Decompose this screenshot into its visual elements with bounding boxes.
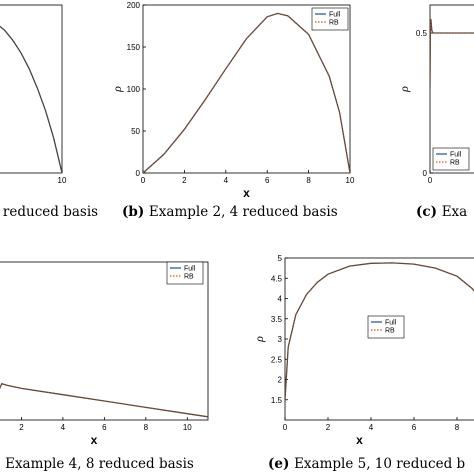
y-tick-label-b-2: 100 bbox=[127, 85, 141, 94]
x-tick-label-e-4: 8 bbox=[455, 423, 460, 432]
legend-label-d-0: Full bbox=[184, 266, 196, 273]
y-tick-label-b-3: 150 bbox=[127, 43, 141, 52]
x-tick-label-b-5: 10 bbox=[346, 176, 355, 185]
x-tick-label-d-2: 6 bbox=[102, 423, 107, 432]
series-line-a-full bbox=[0, 25, 62, 173]
legend-label-c-0: Full bbox=[450, 152, 462, 159]
axes-frame-a bbox=[0, 4, 63, 174]
x-tick-label-b-0: 0 bbox=[141, 176, 146, 185]
x-tick-label-c-0: 0 bbox=[428, 176, 433, 185]
series-line-c-rb bbox=[430, 18, 474, 90]
axes-frame-e bbox=[284, 257, 474, 421]
y-tick-label-e-6: 4.5 bbox=[271, 274, 283, 283]
series-line-e-rb bbox=[285, 262, 474, 400]
y-tick-label-e-5: 4 bbox=[278, 295, 283, 304]
series-line-d-rb bbox=[0, 383, 208, 418]
x-tick-label-b-4: 8 bbox=[306, 176, 311, 185]
x-tick-label-e-2: 4 bbox=[369, 423, 374, 432]
y-tick-label-b-0: 0 bbox=[136, 169, 141, 178]
series-line-d-full bbox=[0, 382, 208, 418]
series-line-c-full bbox=[430, 18, 474, 90]
caption-text-c: Exa bbox=[442, 204, 468, 220]
caption-tag-d: ) bbox=[0, 456, 5, 472]
x-axis-label-e: x bbox=[356, 433, 363, 447]
caption-tag-b: (b) bbox=[122, 204, 149, 220]
legend-label-e-1: RB bbox=[385, 328, 395, 335]
y-tick-label-b-1: 50 bbox=[131, 127, 140, 136]
x-tick-label-b-1: 2 bbox=[182, 176, 187, 185]
y-axis-label-e: ρ bbox=[252, 336, 266, 343]
caption-tag-e: (e) bbox=[268, 456, 294, 472]
series-line-b-rb bbox=[143, 12, 350, 173]
x-tick-label-d-4: 10 bbox=[183, 423, 192, 432]
x-tick-label-d-1: 4 bbox=[61, 423, 66, 432]
y-tick-label-e-3: 3 bbox=[278, 335, 283, 344]
y-tick-label-c-0: 0 bbox=[423, 169, 428, 178]
axes-frame-d bbox=[0, 261, 209, 421]
y-tick-label-e-2: 2.5 bbox=[271, 355, 283, 364]
x-axis-label-b: x bbox=[243, 186, 250, 200]
caption-text-d: Example 4, 8 reduced basis bbox=[5, 456, 194, 472]
y-tick-label-e-0: 1.5 bbox=[271, 396, 283, 405]
x-axis-label-d: x bbox=[91, 433, 98, 447]
y-axis-label-c: ρ bbox=[397, 86, 411, 93]
x-tick-label-b-2: 4 bbox=[224, 176, 229, 185]
chart-panel-a: 10 d reduced basis bbox=[0, 4, 98, 220]
x-tick-label-e-3: 6 bbox=[412, 423, 417, 432]
x-tick-label-e-0: 0 bbox=[283, 423, 288, 432]
x-tick-label-b-3: 6 bbox=[265, 176, 270, 185]
caption-e: (e) Example 5, 10 reduced b bbox=[268, 456, 465, 472]
legend-label-b-0: Full bbox=[329, 12, 341, 19]
caption-tag-c: (c) bbox=[416, 204, 442, 220]
legend-label-b-1: RB bbox=[329, 20, 339, 27]
caption-d: ) Example 4, 8 reduced basis bbox=[0, 456, 194, 472]
y-axis-label-b: ρ bbox=[110, 86, 124, 93]
caption-c: (c) Exa bbox=[416, 204, 467, 220]
x-tick-label-e-1: 2 bbox=[326, 423, 331, 432]
y-tick-label-b-4: 200 bbox=[127, 1, 141, 10]
caption-text-a: d reduced basis bbox=[0, 204, 98, 220]
caption-text-b: Example 2, 4 reduced basis bbox=[149, 204, 338, 220]
y-tick-label-c-1: 0.5 bbox=[416, 29, 428, 38]
caption-a: d reduced basis bbox=[0, 204, 98, 220]
caption-text-e: Example 5, 10 reduced b bbox=[294, 456, 465, 472]
caption-b: (b) Example 2, 4 reduced basis bbox=[122, 204, 338, 220]
y-tick-label-e-1: 2 bbox=[278, 376, 283, 385]
x-tick-label-a-0: 10 bbox=[58, 176, 67, 185]
legend-label-e-0: Full bbox=[385, 320, 397, 327]
legend-label-c-1: RB bbox=[450, 160, 460, 167]
legend-label-d-1: RB bbox=[184, 274, 194, 281]
y-tick-label-e-7: 5 bbox=[278, 254, 283, 263]
x-tick-label-d-3: 8 bbox=[144, 423, 149, 432]
y-tick-label-e-4: 3.5 bbox=[271, 315, 283, 324]
x-tick-label-d-0: 2 bbox=[19, 423, 24, 432]
series-line-b-full bbox=[143, 12, 350, 173]
